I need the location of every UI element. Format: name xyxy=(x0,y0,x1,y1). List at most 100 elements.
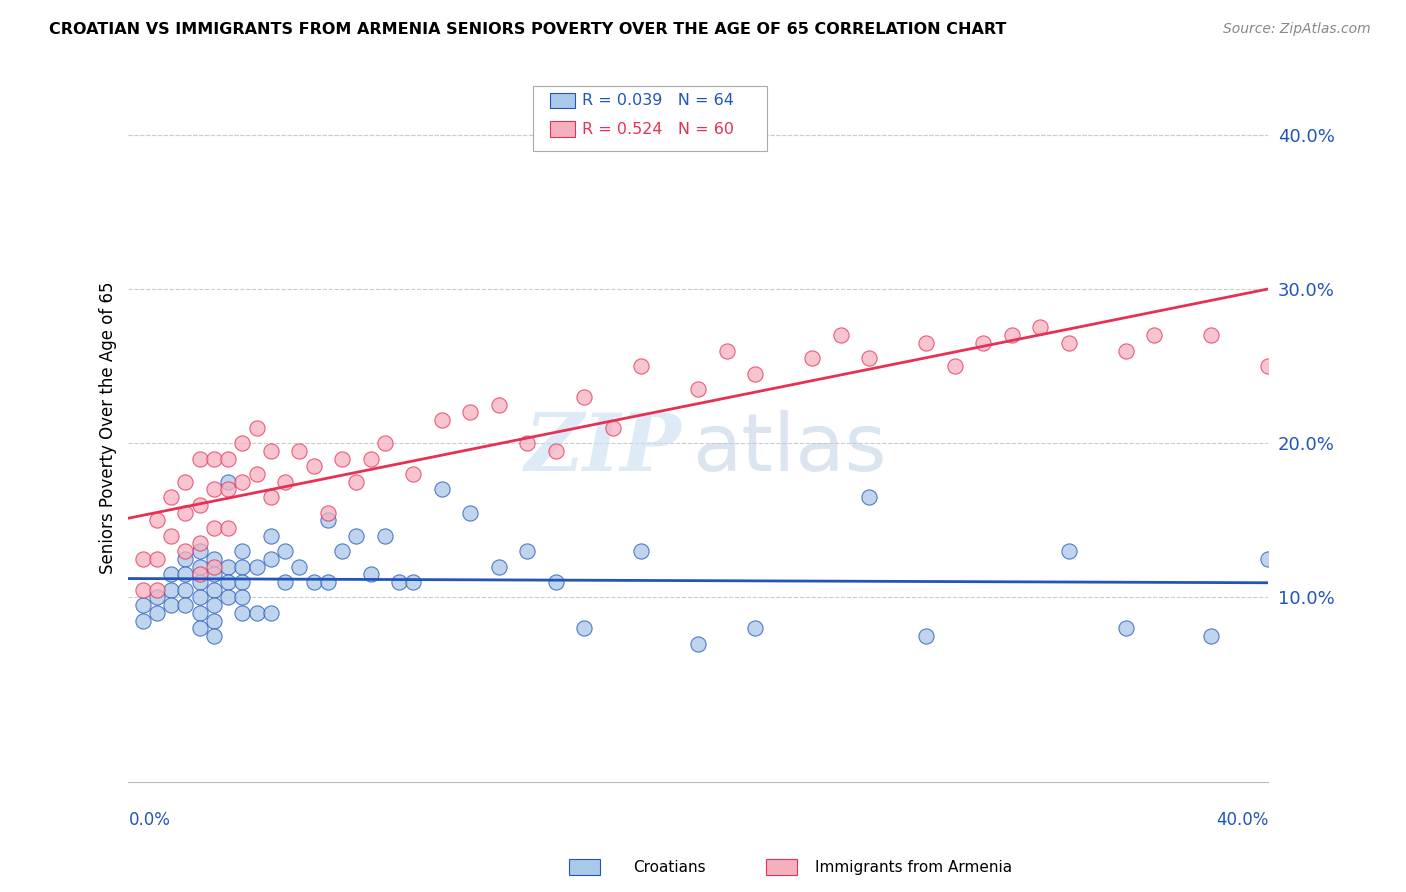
Point xyxy=(460,506,482,520)
Text: Source: ZipAtlas.com: Source: ZipAtlas.com xyxy=(1223,22,1371,37)
Point xyxy=(302,574,325,589)
Text: 0.0%: 0.0% xyxy=(128,811,170,829)
Point xyxy=(1115,621,1137,635)
Point xyxy=(132,614,155,628)
Point xyxy=(202,629,225,643)
Point xyxy=(1057,335,1080,350)
Point xyxy=(430,483,453,497)
Point xyxy=(744,621,766,635)
Point xyxy=(316,506,339,520)
Point xyxy=(915,335,938,350)
Point xyxy=(915,629,938,643)
Point xyxy=(132,582,155,597)
Point xyxy=(260,529,283,543)
Point xyxy=(574,390,596,404)
Text: Croatians: Croatians xyxy=(633,860,706,874)
Point xyxy=(202,521,225,535)
Point xyxy=(260,490,283,504)
Point xyxy=(246,606,269,620)
Point xyxy=(830,328,852,343)
Point xyxy=(330,451,353,466)
Point xyxy=(1143,328,1166,343)
Text: 40.0%: 40.0% xyxy=(1216,811,1268,829)
Point xyxy=(430,413,453,427)
Point xyxy=(1199,328,1222,343)
Point xyxy=(1001,328,1024,343)
Text: R = 0.039   N = 64: R = 0.039 N = 64 xyxy=(582,93,734,108)
Point xyxy=(1115,343,1137,358)
Point xyxy=(160,529,183,543)
Point xyxy=(202,582,225,597)
Point xyxy=(488,559,510,574)
Point xyxy=(132,551,155,566)
Text: R = 0.524   N = 60: R = 0.524 N = 60 xyxy=(582,121,734,136)
FancyBboxPatch shape xyxy=(533,86,766,151)
Point xyxy=(188,591,211,605)
Point xyxy=(160,567,183,582)
Point xyxy=(316,513,339,527)
Point xyxy=(174,582,197,597)
Point xyxy=(202,451,225,466)
Point xyxy=(302,459,325,474)
Point xyxy=(188,498,211,512)
Point xyxy=(246,559,269,574)
Point xyxy=(188,536,211,550)
Point xyxy=(146,606,169,620)
Point xyxy=(402,574,425,589)
Point xyxy=(217,483,239,497)
Point xyxy=(188,559,211,574)
Point xyxy=(460,405,482,419)
Point xyxy=(274,544,297,558)
Point xyxy=(1257,359,1279,373)
Point xyxy=(231,574,253,589)
Point xyxy=(344,475,367,489)
Point xyxy=(174,506,197,520)
Point xyxy=(231,591,253,605)
Point xyxy=(246,421,269,435)
Point xyxy=(288,559,311,574)
Point xyxy=(260,443,283,458)
Point xyxy=(132,598,155,612)
Point xyxy=(160,582,183,597)
Point xyxy=(246,467,269,481)
Point xyxy=(146,582,169,597)
Point xyxy=(188,606,211,620)
Point xyxy=(360,451,382,466)
Point xyxy=(202,483,225,497)
Point xyxy=(231,544,253,558)
Point xyxy=(146,551,169,566)
Point xyxy=(388,574,411,589)
Point xyxy=(231,559,253,574)
Bar xyxy=(550,121,575,136)
Point xyxy=(716,343,738,358)
Point xyxy=(174,551,197,566)
Point xyxy=(202,614,225,628)
Point xyxy=(544,443,567,458)
Point xyxy=(146,591,169,605)
Point xyxy=(858,351,880,366)
Point xyxy=(231,475,253,489)
Point xyxy=(174,567,197,582)
Point xyxy=(288,443,311,458)
Point xyxy=(630,544,652,558)
Point xyxy=(217,559,239,574)
Point xyxy=(1199,629,1222,643)
Point xyxy=(188,574,211,589)
Point xyxy=(188,567,211,582)
Point xyxy=(374,436,396,450)
Point xyxy=(344,529,367,543)
Point xyxy=(188,451,211,466)
Point xyxy=(801,351,824,366)
Point xyxy=(202,559,225,574)
Point xyxy=(1029,320,1052,334)
Point xyxy=(274,574,297,589)
Point xyxy=(574,621,596,635)
Point xyxy=(1257,551,1279,566)
Point xyxy=(160,490,183,504)
Point xyxy=(516,436,538,450)
Text: CROATIAN VS IMMIGRANTS FROM ARMENIA SENIORS POVERTY OVER THE AGE OF 65 CORRELATI: CROATIAN VS IMMIGRANTS FROM ARMENIA SENI… xyxy=(49,22,1007,37)
Point xyxy=(217,451,239,466)
Point xyxy=(943,359,966,373)
Point xyxy=(202,598,225,612)
Point xyxy=(188,621,211,635)
